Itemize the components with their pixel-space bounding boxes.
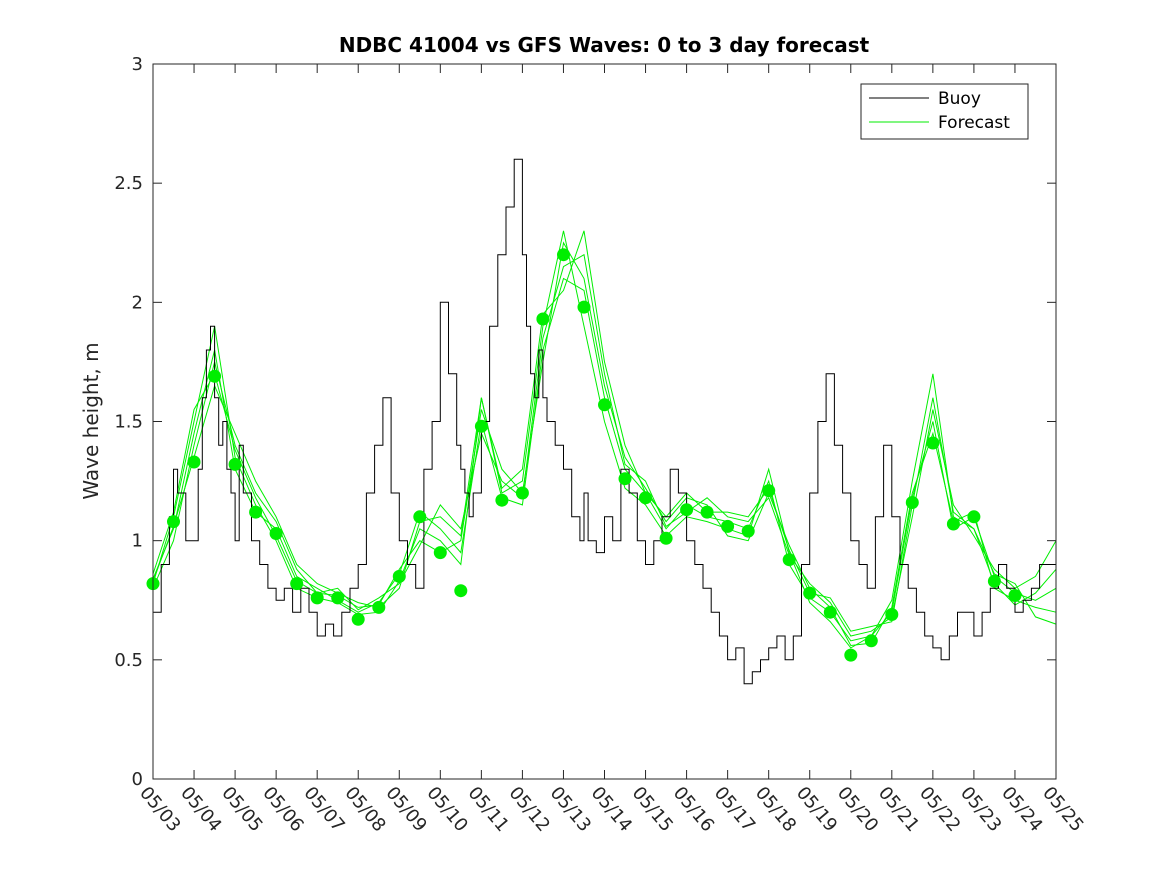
forecast-point-21 [577,300,591,314]
legend-forecast-label: Forecast [938,113,1010,133]
forecast-point-12 [392,569,406,583]
forecast-point-22 [598,398,611,412]
forecast-point-10 [351,612,365,626]
forecast-point-20 [557,248,570,262]
forecast-point-29 [741,524,755,538]
forecast-point-27 [700,505,714,519]
forecast-run-line-2 [152,241,1057,647]
forecast-point-7 [290,577,304,591]
forecast-point-38 [926,436,940,450]
forecast-point-39 [946,517,960,531]
forecast-run-line-0 [152,230,1057,649]
legend-box [860,83,1029,140]
forecast-run-line-3 [152,253,1057,637]
forecast-point-17 [495,493,509,507]
forecast-point-31 [782,553,796,567]
data-layer [146,158,1057,685]
y-tick-label-5: 2.5 [114,173,143,194]
forecast-point-15 [454,584,468,598]
forecast-run-line-4 [152,230,1057,632]
forecast-point-36 [885,608,899,621]
forecast-point-32 [803,586,817,600]
forecast-point-4 [228,457,242,471]
forecast-point-13 [413,510,427,524]
forecast-point-1 [167,515,180,529]
y-tick-label-6: 3 [132,54,143,75]
forecast-point-33 [823,605,837,619]
forecast-point-8 [310,591,324,605]
forecast-point-37 [905,496,919,509]
forecast-point-23 [618,472,632,486]
forecast-point-5 [249,505,263,519]
forecast-point-25 [659,531,673,545]
y-tick-label-0: 0 [132,769,143,790]
y-tick-label-2: 1 [132,531,143,552]
forecast-point-35 [864,634,878,648]
forecast-point-30 [762,484,776,498]
forecast-point-2 [187,455,201,469]
forecast-point-14 [433,546,447,560]
legend-buoy-label: Buoy [938,89,981,109]
legend: Buoy Forecast [860,83,1029,140]
forecast-point-16 [474,419,488,433]
y-axis-label: Wave height, m [79,342,103,499]
forecast-point-34 [844,648,858,662]
forecast-point-26 [680,503,694,517]
forecast-point-3 [208,369,222,383]
chart-title: NDBC 41004 vs GFS Waves: 0 to 3 day fore… [339,33,870,57]
forecast-point-6 [269,527,283,540]
forecast-point-19 [536,312,550,326]
forecast-point-40 [967,510,981,524]
y-tick-label-1: 0.5 [114,650,143,671]
forecast-point-28 [721,519,735,533]
forecast-point-24 [639,491,652,505]
buoy-series-line [153,158,1057,685]
forecast-run-line-1 [152,277,1057,642]
y-tick-label-3: 1.5 [114,412,143,433]
forecast-point-11 [372,600,386,614]
forecast-point-42 [1008,589,1022,602]
forecast-point-9 [331,591,345,605]
y-tick-label-4: 2 [132,292,143,313]
forecast-point-41 [987,574,1001,588]
forecast-point-18 [515,486,529,500]
